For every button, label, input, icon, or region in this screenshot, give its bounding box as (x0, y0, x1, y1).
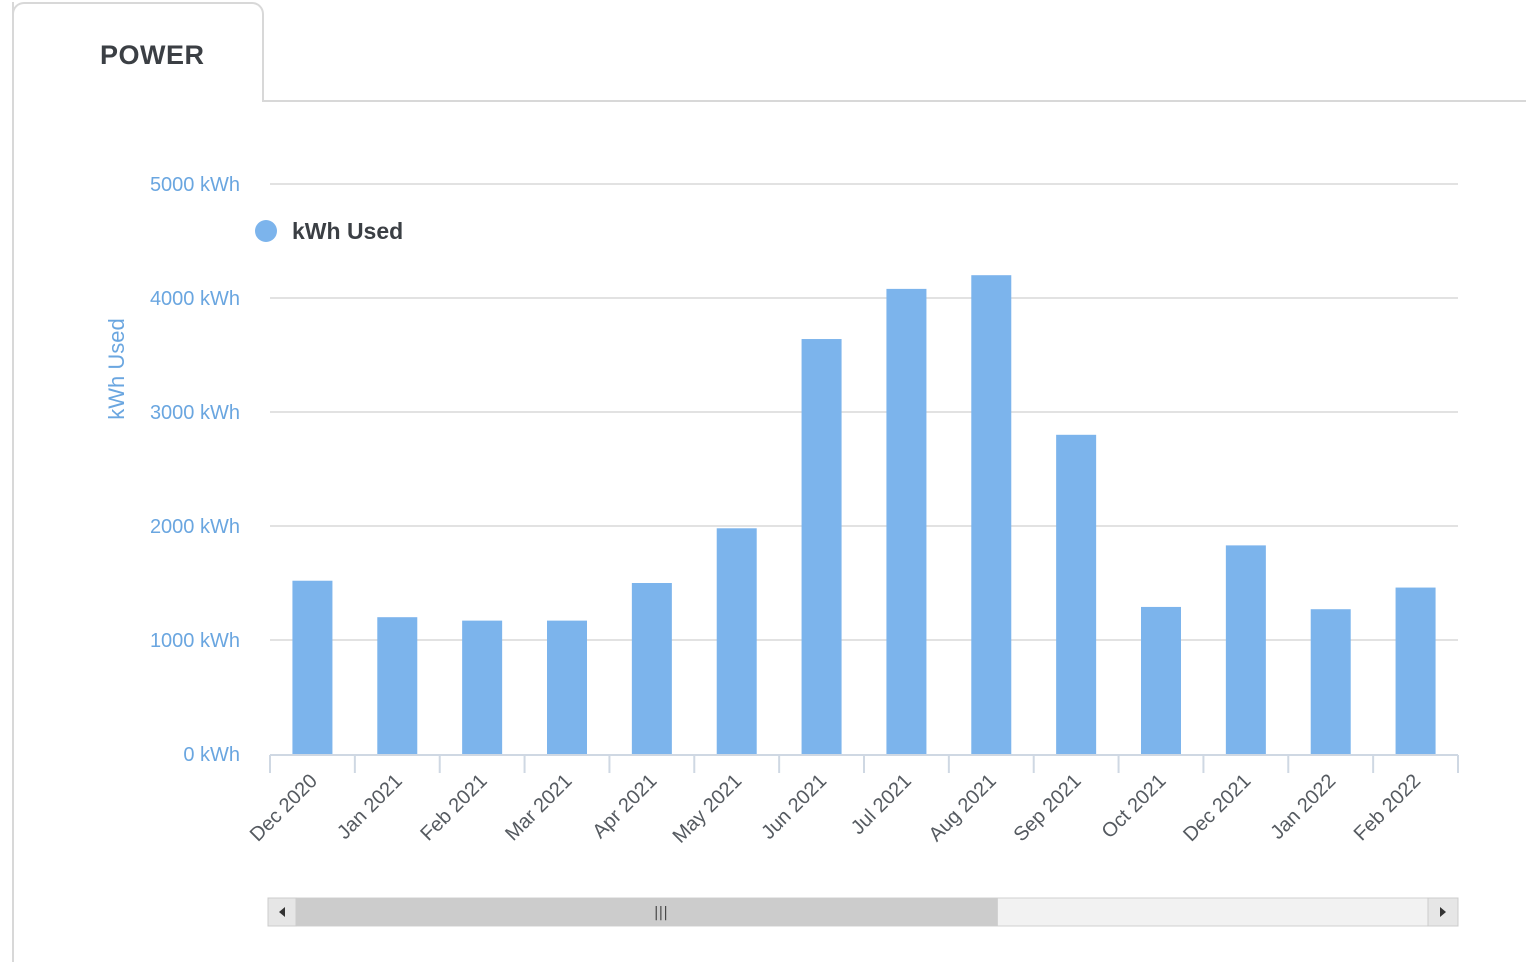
y-axis-label: kWh Used (104, 318, 129, 419)
x-axis-labels: Dec 2020 Jan 2021 Feb 2021 Mar 2021 Apr 2021… (246, 770, 1425, 848)
y-tick-label: 5000 kWh (150, 174, 240, 196)
bar[interactable] (292, 580, 333, 754)
scroll-right-icon (1440, 907, 1446, 917)
y-tick-label: 2000 kWh (150, 516, 240, 538)
x-tick-label: Feb 2021 (416, 770, 491, 845)
y-axis-ticks: 0 kWh 1000 kWh 2000 kWh 3000 kWh 4000 kWh 500… (150, 174, 240, 766)
bar[interactable] (462, 620, 503, 754)
bar[interactable] (1225, 545, 1266, 754)
x-tick-label: Dec 2020 (246, 770, 322, 846)
legend[interactable]: kWh Used (255, 218, 403, 244)
bar[interactable] (631, 583, 672, 754)
bar[interactable] (801, 339, 842, 754)
x-tick-label: Jul 2021 (847, 770, 916, 839)
x-tick-label: Sep 2021 (1010, 770, 1086, 846)
scrollbar-grip-icon: ||| (654, 905, 668, 921)
x-tick-label: Dec 2021 (1179, 770, 1255, 846)
x-tick-label: Jan 2022 (1267, 770, 1341, 844)
bars (292, 275, 1436, 754)
bar[interactable] (1310, 609, 1351, 754)
tab-power[interactable]: POWER (12, 2, 264, 102)
bar[interactable] (377, 617, 418, 754)
horizontal-scrollbar[interactable]: ||| (267, 897, 1459, 927)
y-tick-label: 0 kWh (183, 744, 240, 766)
bar[interactable] (1141, 606, 1181, 754)
scrollbar-thumb[interactable] (268, 898, 998, 926)
bar[interactable] (886, 288, 927, 754)
y-tick-label: 3000 kWh (150, 402, 240, 424)
x-tick-label: May 2021 (669, 770, 747, 848)
scroll-left-icon (279, 907, 285, 917)
y-tick-label: 4000 kWh (150, 288, 240, 310)
x-tick-label: Jun 2021 (757, 770, 831, 844)
x-tick-label: Feb 2022 (1350, 770, 1425, 845)
legend-label: kWh Used (292, 218, 403, 244)
x-tick-label: Oct 2021 (1098, 770, 1171, 843)
legend-marker (255, 220, 277, 242)
bar[interactable] (1395, 587, 1436, 754)
y-tick-label: 1000 kWh (150, 630, 240, 652)
tab-power-label: POWER (100, 40, 205, 70)
tab-divider (264, 100, 1526, 102)
x-tick-label: Apr 2021 (588, 770, 661, 843)
bar[interactable] (716, 528, 757, 754)
x-axis (269, 754, 1459, 773)
grid-lines (270, 183, 1458, 641)
x-tick-label: Jan 2021 (333, 770, 407, 844)
x-tick-label: Aug 2021 (925, 770, 1001, 846)
panel-border (12, 2, 1526, 962)
bar[interactable] (547, 620, 587, 754)
bar[interactable] (971, 275, 1012, 754)
bar[interactable] (1056, 434, 1097, 754)
x-tick-label: Mar 2021 (501, 770, 576, 845)
